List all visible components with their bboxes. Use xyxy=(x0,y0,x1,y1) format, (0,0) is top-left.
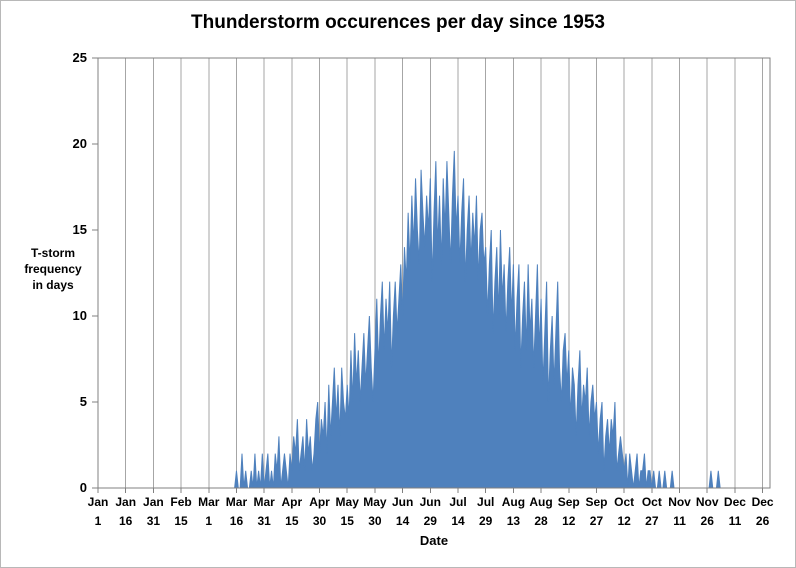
x-tick-month: Mar xyxy=(253,495,275,509)
x-tick-label: Sep 12 xyxy=(549,493,589,531)
y-axis-title-line: T-storm xyxy=(30,246,75,260)
x-tick-label: Oct 27 xyxy=(632,493,672,531)
plot-area xyxy=(92,57,771,493)
x-tick-label: Mar 1 xyxy=(189,493,229,531)
x-tick-month: Mar xyxy=(198,495,220,509)
x-axis-title: Date xyxy=(419,533,449,548)
x-tick-day: 27 xyxy=(645,514,659,528)
x-tick-day: 31 xyxy=(257,514,271,528)
y-axis-title-line: frequency xyxy=(24,262,82,276)
x-tick-label: Jan 1 xyxy=(78,493,118,531)
x-tick-label: May 15 xyxy=(327,493,367,531)
x-tick-month: Mar xyxy=(225,495,248,509)
x-tick-day: 30 xyxy=(368,514,382,528)
x-tick-label: Nov 11 xyxy=(660,493,700,531)
y-tick-label: 0 xyxy=(79,480,87,495)
y-tick-label: 5 xyxy=(79,394,87,409)
x-tick-month: Jul xyxy=(449,495,467,509)
x-tick-day: 29 xyxy=(479,514,493,528)
x-tick-month: Dec xyxy=(751,495,774,509)
x-tick-day: 26 xyxy=(700,514,714,528)
x-tick-label: Jun 29 xyxy=(410,493,450,531)
x-tick-day: 14 xyxy=(451,514,465,528)
x-tick-label: Sep 27 xyxy=(576,493,616,531)
x-tick-day: 15 xyxy=(285,514,299,528)
x-tick-day: 1 xyxy=(94,514,102,528)
x-tick-day: 11 xyxy=(673,514,686,528)
area-series xyxy=(98,150,770,489)
x-tick-label: Apr 15 xyxy=(272,493,312,531)
x-tick-label: Aug 28 xyxy=(521,493,561,531)
x-tick-month: Aug xyxy=(501,495,526,509)
x-tick-day: 26 xyxy=(755,514,770,528)
x-tick-label: May 30 xyxy=(355,493,395,531)
x-tick-day: 14 xyxy=(395,514,410,528)
x-tick-label: Nov 26 xyxy=(687,493,727,531)
x-tick-month: Jun xyxy=(391,495,414,509)
x-tick-month: Oct xyxy=(641,495,662,509)
x-tick-day: 11 xyxy=(728,514,742,528)
x-tick-month: May xyxy=(335,495,359,509)
x-tick-day: 29 xyxy=(423,514,437,528)
x-tick-day: 27 xyxy=(589,514,604,528)
x-tick-month: Sep xyxy=(585,495,608,509)
x-tick-day: 28 xyxy=(534,514,548,528)
x-tick-month: Apr xyxy=(281,495,303,509)
x-tick-month: Jan xyxy=(143,495,164,509)
x-tick-month: Sep xyxy=(557,495,580,509)
x-tick-day: 13 xyxy=(506,514,521,528)
x-tick-month: Apr xyxy=(309,495,330,509)
x-tick-label: Jul 29 xyxy=(466,493,506,531)
y-axis-title-line: in days xyxy=(32,278,74,292)
x-tick-label: Aug 13 xyxy=(493,493,533,531)
y-tick-label: 10 xyxy=(72,308,87,323)
x-tick-day: 16 xyxy=(229,514,244,528)
chart-title: Thunderstorm occurences per day since 19… xyxy=(191,12,605,33)
x-tick-label: Jun 14 xyxy=(383,493,423,531)
x-tick-month: Jan xyxy=(87,495,109,509)
x-tick-month: Jun xyxy=(419,495,441,509)
x-tick-month: May xyxy=(363,495,387,509)
x-tick-month: Jul xyxy=(477,495,495,509)
x-tick-day: 31 xyxy=(146,514,161,528)
x-tick-label: Jan 31 xyxy=(133,493,173,531)
x-tick-month: Aug xyxy=(529,495,553,509)
y-tick-label: 25 xyxy=(72,50,87,65)
y-tick-label: 15 xyxy=(72,222,87,237)
x-tick-label: Jul 14 xyxy=(438,493,478,531)
y-tick-label: 20 xyxy=(72,136,87,151)
x-tick-month: Feb xyxy=(170,495,192,509)
x-tick-label: Oct 12 xyxy=(604,493,644,531)
x-tick-month: Jan xyxy=(115,495,137,509)
x-tick-day: 1 xyxy=(205,514,213,528)
x-tick-day: 15 xyxy=(340,514,354,528)
x-tick-day: 12 xyxy=(562,514,576,528)
y-axis-title: T-storm frequency in days xyxy=(15,245,91,293)
x-tick-label: Apr 30 xyxy=(300,493,340,531)
x-tick-month: Nov xyxy=(668,495,691,509)
plot-border xyxy=(97,57,771,489)
x-tick-month: Oct xyxy=(614,495,635,509)
x-tick-month: Dec xyxy=(723,495,746,509)
x-tick-day: 12 xyxy=(617,514,631,528)
x-tick-month: Nov xyxy=(695,495,719,509)
x-tick-label: Mar 16 xyxy=(216,493,256,531)
x-tick-label: Dec 26 xyxy=(743,493,783,531)
x-tick-day: 16 xyxy=(119,514,133,528)
x-tick-day: 15 xyxy=(174,514,188,528)
x-tick-day: 30 xyxy=(312,514,327,528)
x-tick-label: Dec 11 xyxy=(715,493,755,531)
x-tick-label: Mar 31 xyxy=(244,493,284,531)
x-tick-label: Feb 15 xyxy=(161,493,201,531)
x-tick-label: Jan 16 xyxy=(106,493,146,531)
